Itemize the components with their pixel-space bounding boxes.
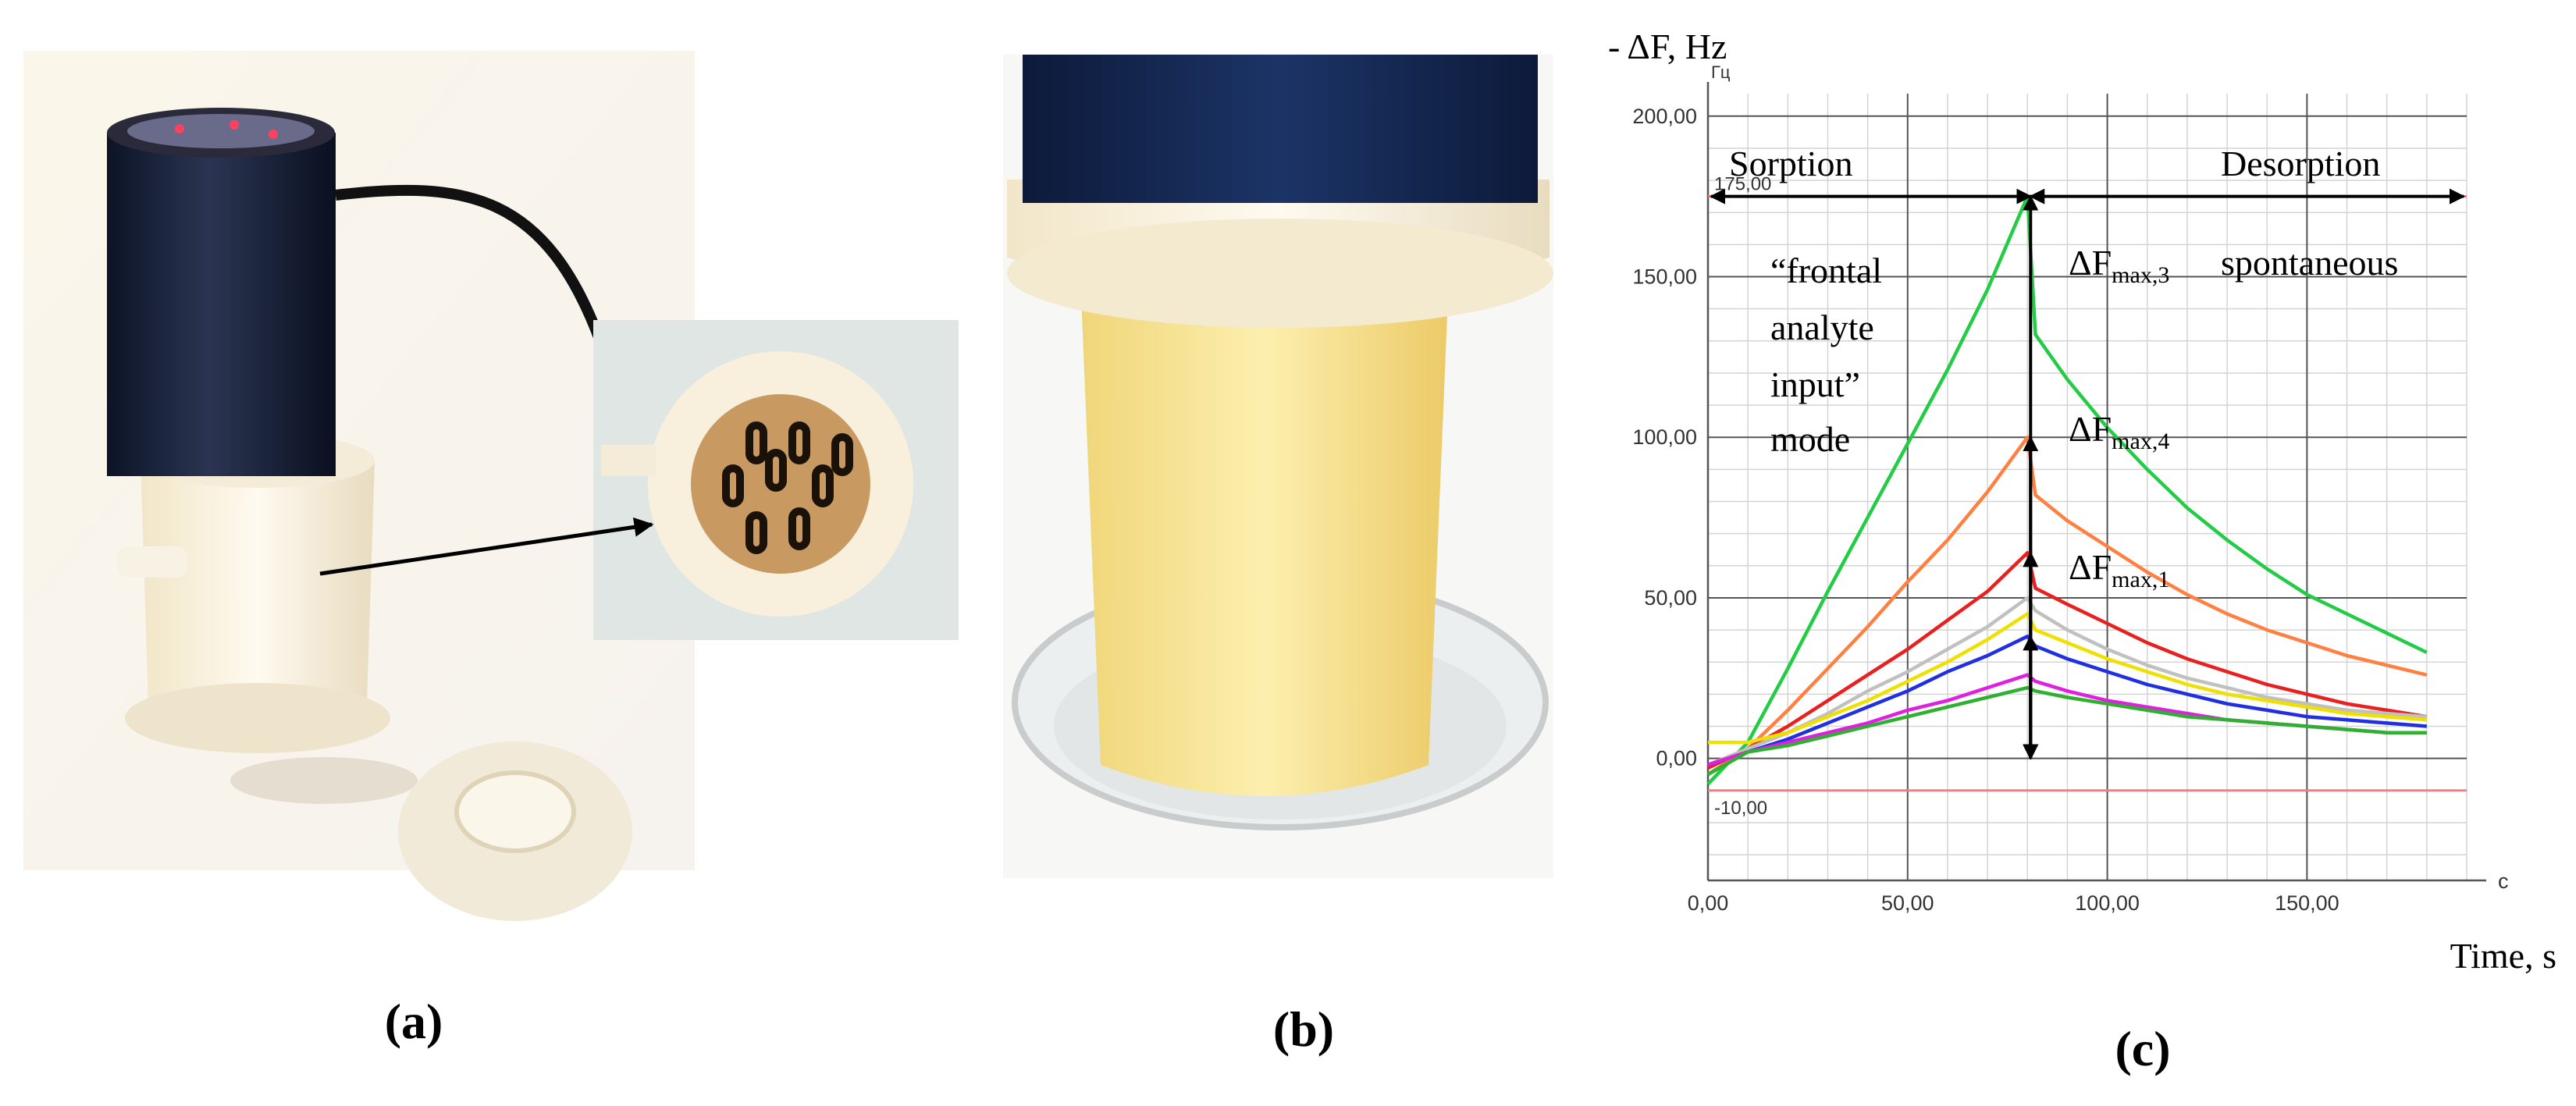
data-line: [1706, 194, 2428, 786]
annotation-text: ΔF: [2069, 409, 2112, 449]
annotation: spontaneous: [2221, 243, 2398, 283]
x-axis-title: Time, s: [2450, 936, 2556, 976]
data-line: [1708, 612, 2427, 745]
annotation-subscript: max,3: [2112, 262, 2169, 288]
annotation-text: Desorption: [2221, 144, 2380, 183]
plot-area: [1708, 94, 2467, 880]
annotation-text: ΔF: [2069, 547, 2112, 587]
annotation-text: Sorption: [1729, 144, 1852, 183]
data-line: [1707, 596, 2427, 766]
y-tick-label: 0,00: [1656, 747, 1697, 770]
y-axis-title: - ΔF, Hz: [1608, 27, 1727, 66]
y-tick-label: 50,00: [1644, 586, 1697, 610]
annotation: ΔFmax,4: [2069, 409, 2169, 454]
data-line: [1706, 435, 2428, 777]
x-unit: c: [2498, 870, 2509, 893]
annotation-text: mode: [1770, 419, 1850, 459]
annotation-text: “frontal: [1770, 251, 1882, 290]
annotation-subscript: max,4: [2112, 429, 2169, 454]
annotation: ΔFmax,1: [2069, 547, 2169, 592]
data-line: [1707, 551, 2428, 770]
x-tick-label: 0,00: [1688, 891, 1729, 915]
annotation-subscript: max,1: [2112, 567, 2169, 592]
annotation: input”: [1770, 365, 1860, 404]
x-tick-label: 50,00: [1881, 891, 1934, 915]
annotation: analyte: [1770, 308, 1874, 347]
photo-a: [23, 51, 959, 921]
annotation: Sorption: [1729, 144, 1852, 183]
y-tick-label: 200,00: [1632, 105, 1697, 128]
y-unit: Гц: [1711, 62, 1731, 82]
annotation: “frontal: [1770, 251, 1882, 290]
x-tick-label: 150,00: [2275, 891, 2339, 915]
photo-b: [1003, 55, 1553, 878]
x-tick-label: 100,00: [2075, 891, 2140, 915]
y-tick-label: 100,00: [1632, 425, 1697, 449]
annotation-text: spontaneous: [2221, 243, 2398, 283]
annotation-text: ΔF: [2069, 243, 2112, 283]
panel-label: (a): [385, 994, 443, 1049]
panel-label: (c): [2115, 1021, 2170, 1076]
annotation-text: analyte: [1770, 308, 1874, 347]
annotation-text: input”: [1770, 365, 1860, 404]
annotation: ΔFmax,3: [2069, 243, 2169, 288]
y-tick-label: 150,00: [1632, 265, 1697, 289]
data-line: [1706, 685, 2427, 777]
annotation: Desorption: [2221, 144, 2380, 183]
annotation: mode: [1770, 419, 1850, 459]
reference-label: -10,00: [1714, 798, 1767, 819]
panel-label: (b): [1273, 1001, 1334, 1057]
data-line: [1707, 635, 2427, 767]
